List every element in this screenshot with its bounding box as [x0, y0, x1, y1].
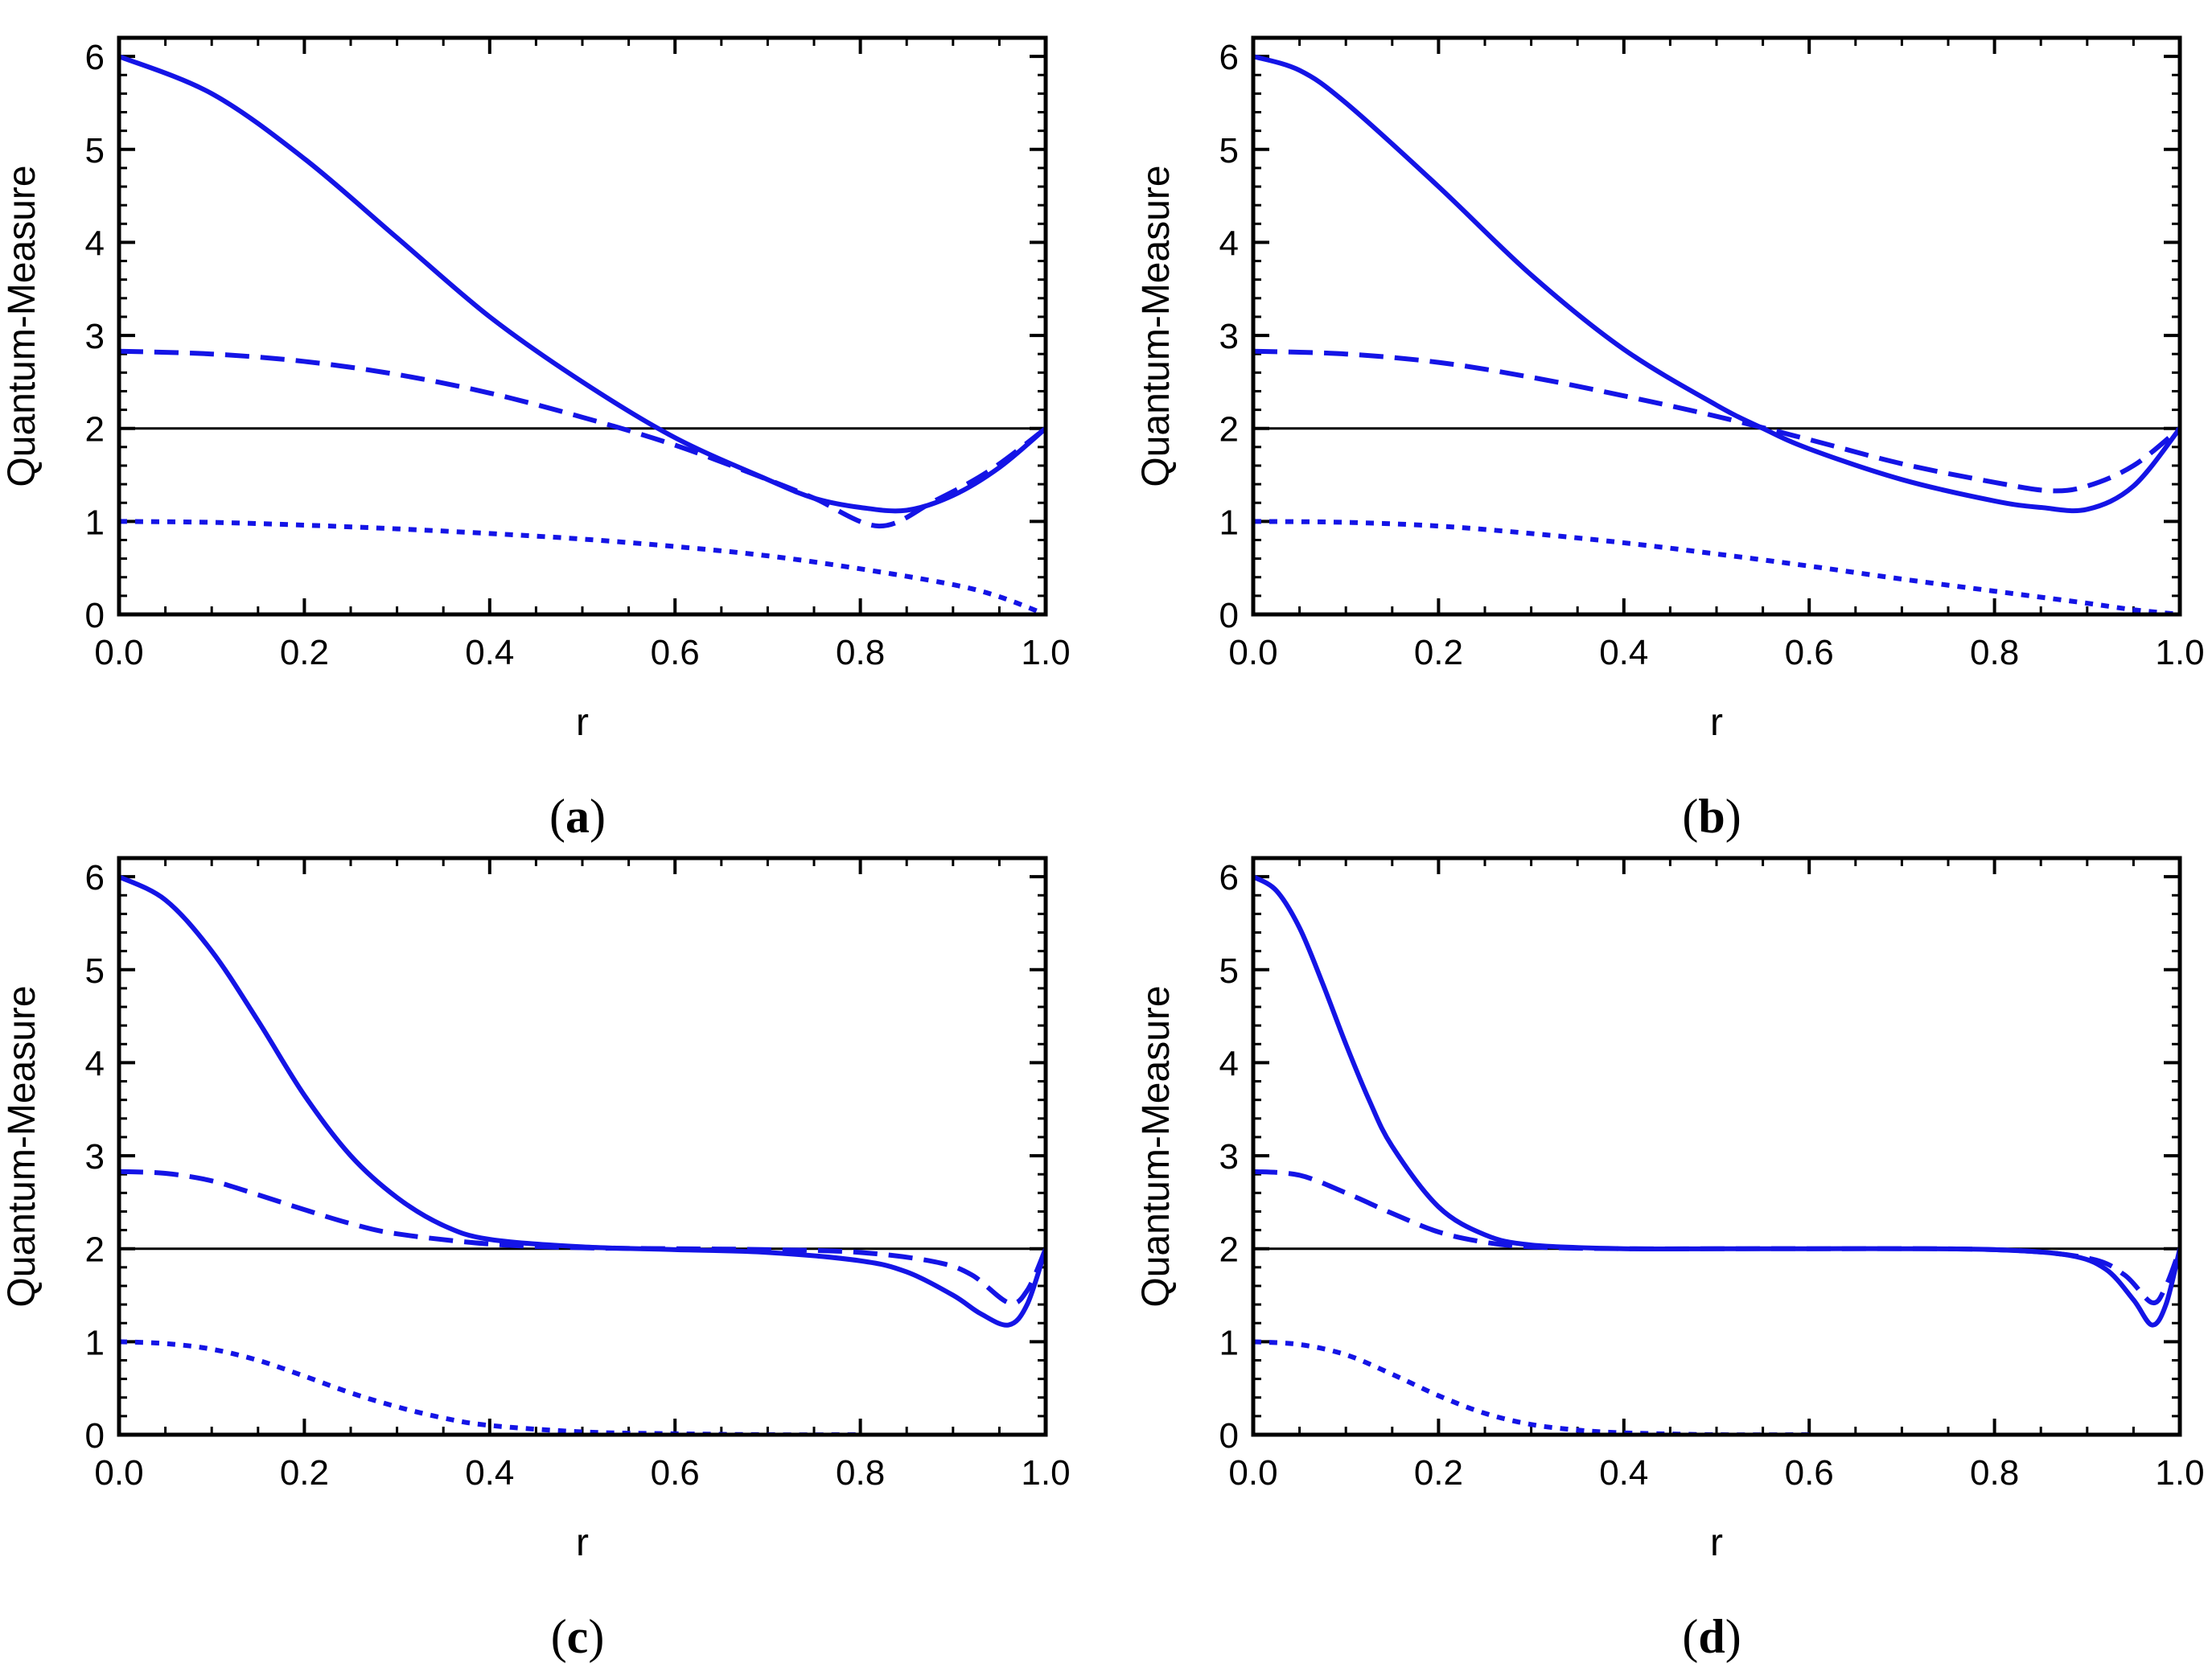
- x-tick-label: 0.6: [651, 1453, 700, 1493]
- chart-panel-c: 0.0 0.2 0.4 0.6 0.8 1.0 0 1 2 3 4 5 6 r Quantum-Measur…: [1, 856, 1071, 1663]
- y-tick-label: 1: [1219, 503, 1239, 542]
- minor-ticks: [1252, 36, 2181, 616]
- x-tick-label: 1.0: [1021, 1453, 1070, 1493]
- x-tick-label: 0.2: [1414, 1453, 1463, 1493]
- y-tick-label: 6: [85, 38, 105, 77]
- x-tick-label: 0.4: [465, 633, 514, 672]
- y-tick-label: 5: [1219, 951, 1239, 991]
- y-axis-label: Quantum-Measure: [1135, 165, 1178, 487]
- plot-frame: [1251, 856, 2182, 1437]
- x-tick-label: 0.6: [1785, 633, 1834, 672]
- x-tick-label: 1.0: [2155, 1453, 2204, 1493]
- chart-panel-a: 0.0 0.2 0.4 0.6 0.8 1.0 0 1 2 3 4 5 6 r Quantum-Measur…: [1, 35, 1071, 843]
- x-tick-label: 0.8: [1970, 1453, 2019, 1493]
- series-dotted-line: [119, 519, 1046, 614]
- panel-caption: (c): [551, 1610, 605, 1663]
- x-tick-label: 0.4: [465, 1453, 514, 1493]
- series-dotted-line: [119, 1339, 861, 1435]
- panel-caption: (b): [1682, 790, 1741, 843]
- series-dotted-line: [1253, 519, 2180, 614]
- x-tick-label: 1.0: [2155, 633, 2204, 672]
- plot-frame: [1251, 35, 2182, 617]
- x-tick-label: 0.2: [280, 1453, 329, 1493]
- x-tick-label: 0.8: [1970, 633, 2019, 672]
- y-tick-label: 4: [85, 1044, 105, 1083]
- x-tick-label: 0.0: [1228, 633, 1277, 672]
- series-dashed-line: [119, 348, 1046, 529]
- y-tick-label: 3: [1219, 1137, 1239, 1177]
- y-tick-label: 2: [85, 410, 105, 450]
- y-tick-label: 0: [85, 1416, 105, 1456]
- y-tick-label: 3: [85, 1137, 105, 1177]
- y-tick-label: 2: [85, 1230, 105, 1270]
- y-tick-label: 4: [1219, 224, 1239, 263]
- y-tick-label: 6: [85, 858, 105, 898]
- series-dashed-line: [1253, 348, 2180, 494]
- panel-caption: (d): [1682, 1610, 1741, 1663]
- y-tick-label: 1: [85, 503, 105, 542]
- x-tick-label: 0.8: [836, 1453, 885, 1493]
- x-tick-label: 0.2: [280, 633, 329, 672]
- x-tick-label: 1.0: [1021, 633, 1070, 672]
- x-tick-label: 0.4: [1599, 633, 1648, 672]
- y-axis-label: Quantum-Measure: [1, 985, 43, 1307]
- series-dotted-line: [1253, 1339, 1810, 1435]
- y-axis-label: Quantum-Measure: [1, 165, 43, 487]
- x-tick-label: 0.6: [1785, 1453, 1834, 1493]
- y-tick-label: 4: [1219, 1044, 1239, 1083]
- y-tick-label: 1: [1219, 1323, 1239, 1362]
- chart-panel-d: 0.0 0.2 0.4 0.6 0.8 1.0 0 1 2 3 4 5 6 r Quantum-Measur…: [1135, 856, 2205, 1663]
- plot-frame: [117, 856, 1048, 1437]
- x-axis-label: r: [1710, 701, 1723, 744]
- y-tick-label: 2: [1219, 410, 1239, 450]
- x-tick-label: 0.8: [836, 633, 885, 672]
- y-tick-label: 0: [1219, 1416, 1239, 1456]
- series-solid-line: [119, 54, 1046, 514]
- x-tick-label: 0.2: [1414, 633, 1463, 672]
- y-tick-label: 1: [85, 1323, 105, 1362]
- series-solid-line: [119, 874, 1046, 1328]
- y-tick-label: 0: [85, 596, 105, 635]
- y-tick-label: 5: [85, 951, 105, 991]
- series-solid-line: [1253, 54, 2180, 514]
- y-tick-label: 6: [1219, 858, 1239, 898]
- y-axis-label: Quantum-Measure: [1135, 985, 1178, 1307]
- plot-frame: [117, 35, 1048, 617]
- panel-caption: (a): [549, 790, 606, 843]
- chart-panel-b: 0.0 0.2 0.4 0.6 0.8 1.0 0 1 2 3 4 5 6 r Quantum-Measur…: [1135, 35, 2205, 843]
- x-axis-label: r: [1710, 1522, 1723, 1564]
- y-tick-label: 4: [85, 224, 105, 263]
- y-tick-label: 5: [1219, 131, 1239, 170]
- x-axis-label: r: [576, 701, 589, 744]
- series-dashed-line: [119, 1169, 1046, 1306]
- x-axis-label: r: [576, 1522, 589, 1564]
- series-solid-line: [1253, 874, 2180, 1328]
- x-tick-label: 0.0: [94, 1453, 143, 1493]
- x-tick-label: 0.0: [94, 633, 143, 672]
- x-tick-label: 0.6: [651, 633, 700, 672]
- y-tick-label: 5: [85, 131, 105, 170]
- y-tick-label: 2: [1219, 1230, 1239, 1270]
- y-tick-label: 0: [1219, 596, 1239, 635]
- x-tick-label: 0.0: [1228, 1453, 1277, 1493]
- y-tick-label: 6: [1219, 38, 1239, 77]
- minor-ticks: [117, 856, 1047, 1436]
- y-tick-label: 3: [85, 317, 105, 356]
- series-dashed-line: [1253, 1169, 2180, 1306]
- y-tick-label: 3: [1219, 317, 1239, 356]
- x-tick-label: 0.4: [1599, 1453, 1648, 1493]
